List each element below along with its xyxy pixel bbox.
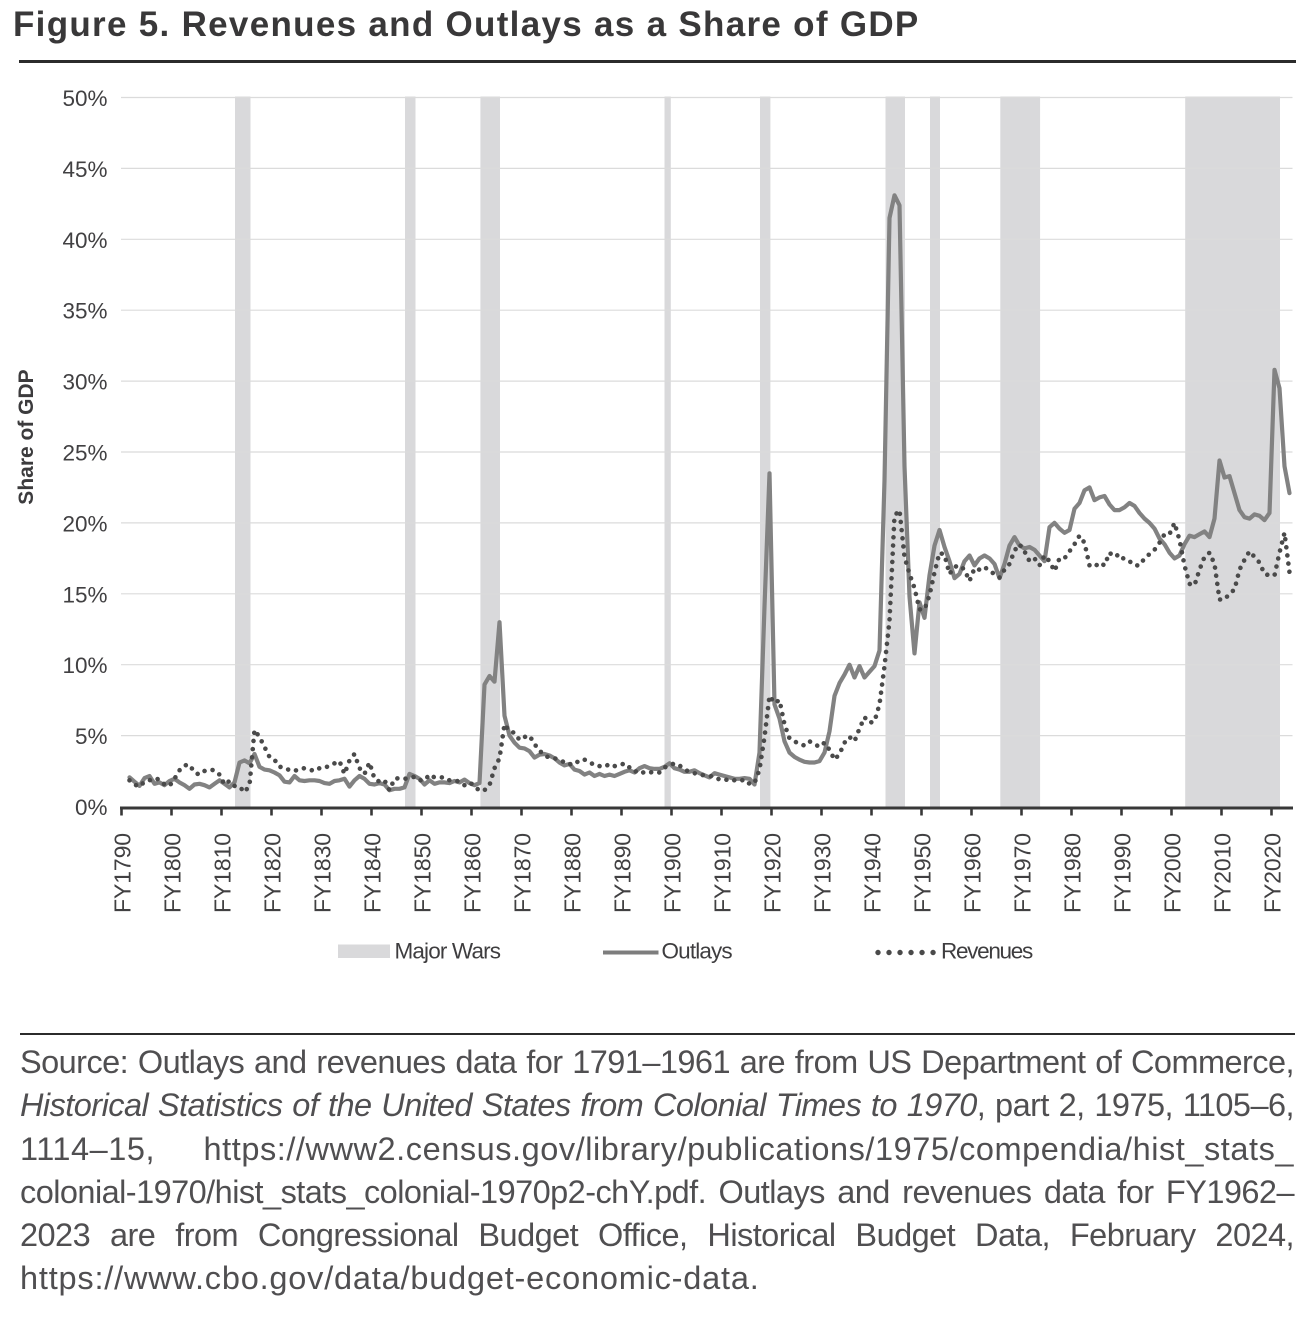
svg-text:FY1920: FY1920: [760, 833, 786, 913]
svg-text:FY1990: FY1990: [1110, 833, 1136, 913]
svg-text:Revenues: Revenues: [941, 939, 1033, 964]
svg-text:FY1840: FY1840: [360, 833, 386, 913]
svg-text:5%: 5%: [75, 724, 108, 749]
svg-text:FY1970: FY1970: [1010, 833, 1036, 913]
svg-text:FY1980: FY1980: [1060, 833, 1086, 913]
svg-text:FY1850: FY1850: [410, 833, 436, 913]
svg-text:FY1800: FY1800: [160, 833, 186, 913]
svg-text:25%: 25%: [62, 441, 107, 466]
svg-text:FY1960: FY1960: [960, 833, 986, 913]
svg-text:0%: 0%: [75, 795, 108, 820]
svg-text:40%: 40%: [62, 228, 107, 253]
svg-text:FY1870: FY1870: [510, 833, 536, 913]
svg-text:FY1890: FY1890: [610, 833, 636, 913]
svg-text:FY2020: FY2020: [1260, 833, 1286, 913]
svg-text:35%: 35%: [62, 299, 107, 324]
svg-text:FY1790: FY1790: [110, 833, 136, 913]
svg-text:30%: 30%: [62, 370, 107, 395]
svg-text:FY2000: FY2000: [1160, 833, 1186, 913]
svg-text:FY1950: FY1950: [910, 833, 936, 913]
svg-text:45%: 45%: [62, 157, 107, 182]
svg-text:FY1820: FY1820: [260, 833, 286, 913]
svg-text:FY1940: FY1940: [860, 833, 886, 913]
svg-text:FY1860: FY1860: [460, 833, 486, 913]
svg-text:15%: 15%: [62, 582, 107, 607]
svg-text:FY1830: FY1830: [310, 833, 336, 913]
svg-text:Outlays: Outlays: [662, 939, 733, 964]
svg-text:Share of GDP: Share of GDP: [15, 369, 38, 504]
svg-text:FY1930: FY1930: [810, 833, 836, 913]
svg-text:FY1900: FY1900: [660, 833, 686, 913]
svg-text:20%: 20%: [62, 511, 107, 536]
svg-text:FY1810: FY1810: [210, 833, 236, 913]
svg-text:10%: 10%: [62, 653, 107, 678]
svg-text:50%: 50%: [62, 86, 107, 111]
svg-text:Major Wars: Major Wars: [395, 939, 501, 964]
svg-text:FY2010: FY2010: [1210, 833, 1236, 913]
svg-text:FY1880: FY1880: [560, 833, 586, 913]
svg-text:FY1910: FY1910: [710, 833, 736, 913]
